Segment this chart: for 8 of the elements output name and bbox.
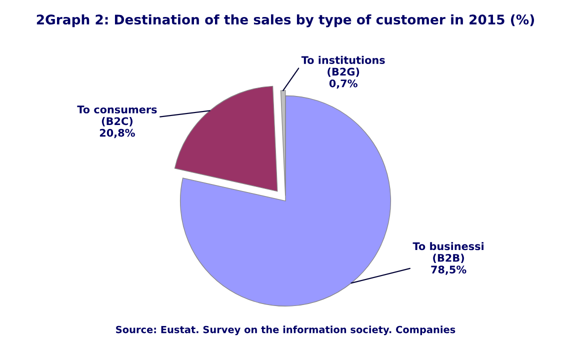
source-note: Source: Eustat. Survey on the information society. Companies	[116, 326, 456, 336]
slice-label: To institutions (B2G)	[301, 56, 385, 77]
slice-label: To businessi (B2B)	[412, 242, 484, 264]
data-label: 78,5%	[431, 266, 466, 275]
data-label: 0,7%	[329, 79, 358, 89]
data-label: 20,8%	[100, 128, 135, 138]
chart-title: 2Graph 2: Destination of the sales by type of customer in 2015 (%)	[36, 14, 534, 28]
slice-label: To consumers (B2C)	[77, 106, 157, 126]
